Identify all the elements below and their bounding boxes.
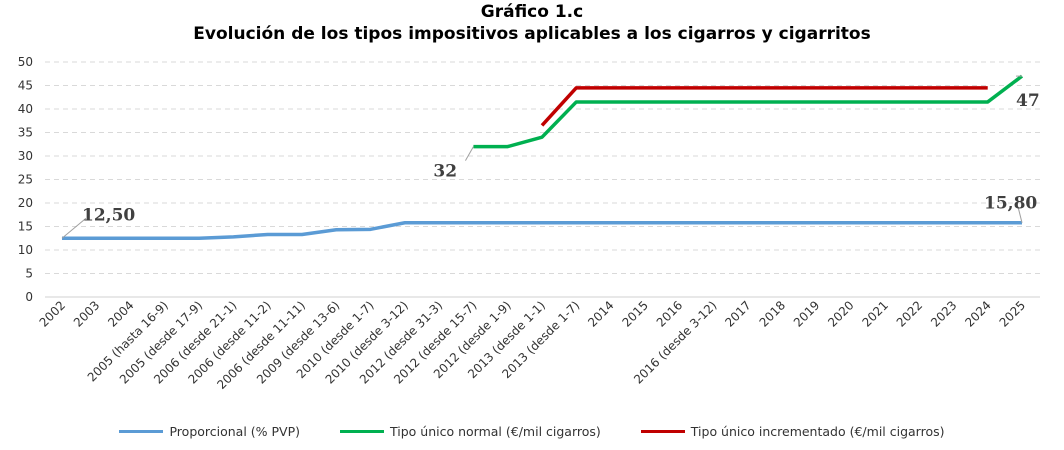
x-tick-label: 2004 — [105, 298, 136, 329]
x-tick-label: 2020 — [825, 298, 856, 329]
data-label: 15,80 — [984, 194, 1037, 214]
legend-label: Proporcional (% PVP) — [169, 424, 301, 439]
y-tick-label: 45 — [18, 79, 33, 93]
y-tick-label: 10 — [18, 243, 33, 257]
data-label: 32 — [433, 162, 457, 182]
x-tick-label: 2019 — [791, 298, 822, 329]
y-tick-label: 0 — [25, 290, 33, 304]
legend-item: Tipo único normal (€/mil cigarros) — [340, 424, 601, 439]
x-tick-label: 2025 — [997, 298, 1028, 329]
y-tick-label: 25 — [18, 173, 33, 187]
data-label: 47 — [1016, 91, 1040, 111]
legend: Proporcional (% PVP) Tipo único normal (€… — [0, 424, 1064, 439]
x-tick-label: 2021 — [859, 298, 890, 329]
y-tick-label: 35 — [18, 126, 33, 140]
series-line-2 — [540, 86, 988, 127]
y-tick-label: 5 — [25, 267, 33, 281]
y-tick-label: 40 — [18, 102, 33, 116]
legend-swatch — [340, 430, 385, 433]
x-tick-label: 2024 — [962, 298, 993, 329]
chart-title: Gráfico 1.c — [480, 2, 584, 22]
x-tick-label: 2016 — [654, 298, 685, 329]
legend-item: Tipo único incrementado (€/mil cigarros) — [640, 424, 945, 439]
x-tick-label: 2015 — [619, 298, 650, 329]
legend-label: Tipo único normal (€/mil cigarros) — [390, 424, 601, 439]
legend-swatch — [640, 430, 685, 433]
y-tick-label: 20 — [18, 196, 33, 210]
legend-label: Tipo único incrementado (€/mil cigarros) — [690, 424, 945, 439]
x-tick-label: 2014 — [585, 298, 616, 329]
series-line-0 — [62, 220, 1022, 240]
x-tick-label: 2017 — [722, 298, 753, 329]
x-tick-label: 2022 — [894, 298, 925, 329]
y-tick-label: 15 — [18, 220, 33, 234]
data-label: 12,50 — [82, 205, 135, 225]
legend-item: Proporcional (% PVP) — [119, 424, 300, 439]
annotation-leader — [464, 146, 474, 161]
legend-swatch — [119, 430, 164, 433]
x-tick-label: 2002 — [37, 298, 68, 329]
annotation-leader — [1017, 206, 1023, 223]
x-tick-label: 2018 — [757, 298, 788, 329]
x-tick-label: 2023 — [928, 298, 959, 329]
annotation-leader — [61, 217, 87, 239]
x-tick-label: 2003 — [71, 298, 102, 329]
y-tick-label: 50 — [18, 55, 33, 69]
y-tick-label: 30 — [18, 149, 33, 163]
chart-subtitle: Evolución de los tipos impositivos aplic… — [193, 24, 871, 44]
